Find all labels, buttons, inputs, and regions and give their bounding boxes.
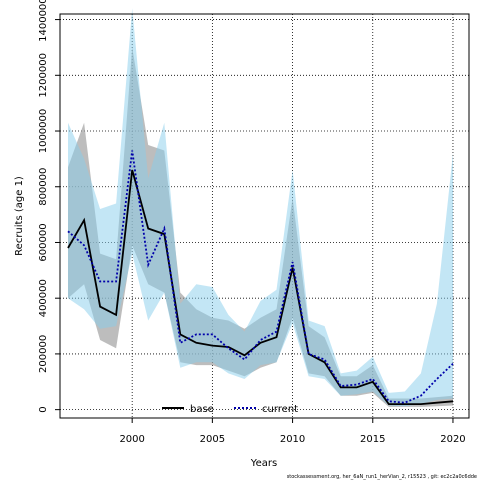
- y-tick-label: 1000000: [38, 109, 49, 154]
- x-tick-label: 2005: [200, 434, 225, 445]
- x-tick-label: 2010: [280, 434, 305, 445]
- y-tick-label: 800000: [38, 168, 49, 206]
- confidence-bands: [68, 8, 453, 407]
- x-tick-label: 2000: [119, 434, 144, 445]
- x-tick-label: 2020: [440, 434, 465, 445]
- y-axis: 0 200000 400000 600000 800000 1000000 1200000 1…: [38, 0, 60, 413]
- series-lines: [67, 150, 454, 406]
- plot-frame: [59, 13, 470, 419]
- legend-label-current: current: [262, 404, 298, 415]
- series-line-base: [67, 169, 454, 406]
- y-tick-label: 1400000: [38, 0, 49, 42]
- x-axis-title: Years: [250, 458, 277, 469]
- series-line-current: [67, 150, 454, 404]
- y-tick-label: 1200000: [38, 53, 49, 98]
- x-tick-label: 2015: [360, 434, 385, 445]
- footer-credit: stockassessment.org, her_6aN_run1_herVia…: [287, 474, 477, 480]
- legend-label-base: base: [190, 404, 214, 415]
- y-tick-label: 600000: [38, 223, 49, 261]
- y-tick-label: 200000: [38, 335, 49, 373]
- band-current: [68, 8, 453, 407]
- x-axis: 2000 2005 2010 2015 2020: [119, 418, 466, 445]
- legend: base current: [162, 404, 298, 415]
- y-axis-title: Recruits (age 1): [14, 176, 25, 256]
- y-tick-label: 400000: [38, 279, 49, 317]
- y-tick-label: 0: [38, 406, 49, 412]
